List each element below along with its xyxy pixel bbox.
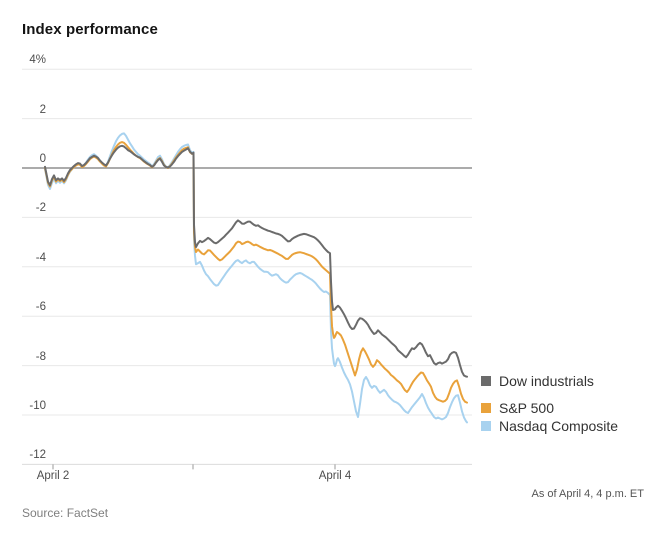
chart-title: Index performance — [22, 21, 158, 38]
x-tick-label: April 4 — [318, 470, 352, 482]
legend-item-nasdaq: Nasdaq Composite — [481, 418, 618, 434]
dow-line — [44, 144, 468, 378]
sp500-swatch-icon — [481, 403, 491, 413]
y-tick-label: -8 — [35, 350, 46, 363]
y-tick-label: -4 — [35, 251, 46, 264]
legend-item-dow: Dow industrials — [481, 373, 594, 389]
legend-item-sp500: S&P 500 — [481, 400, 554, 416]
y-tick-label: 0 — [39, 153, 46, 165]
source-note: Source: FactSet — [22, 506, 109, 520]
x-tick-label: April 2 — [36, 470, 70, 482]
as-of-note: As of April 4, 4 p.m. ET — [531, 488, 645, 500]
nasdaq-line — [44, 132, 468, 424]
sp500-line — [44, 141, 468, 404]
nasdaq-swatch-icon — [481, 421, 491, 431]
y-tick-label: -2 — [35, 202, 46, 215]
y-tick-label: -12 — [29, 449, 46, 462]
legend-label: Dow industrials — [499, 373, 594, 389]
y-tick-label: 4% — [29, 54, 46, 67]
legend-label: Nasdaq Composite — [499, 418, 619, 434]
legend-label: S&P 500 — [499, 400, 555, 416]
dow-swatch-icon — [481, 376, 491, 386]
y-tick-label: -10 — [29, 400, 46, 412]
y-tick-label: 2 — [39, 103, 46, 116]
y-tick-label: -6 — [35, 301, 46, 314]
